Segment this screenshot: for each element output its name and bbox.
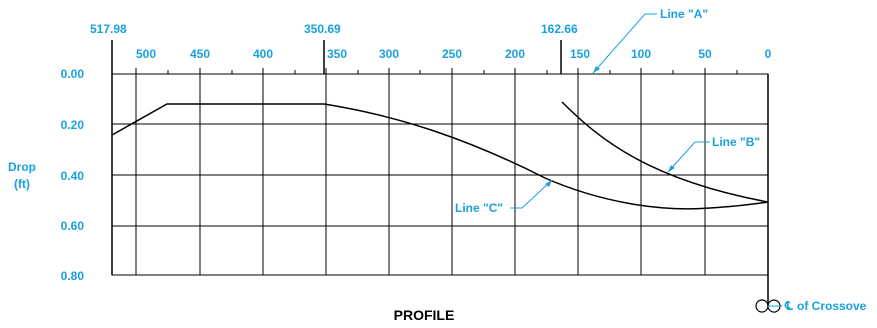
y-tick-label: 0.20 — [61, 118, 85, 132]
station-markers — [111, 40, 769, 306]
x-tick-label: 300 — [379, 47, 399, 61]
y-tick-label: 0.00 — [61, 67, 85, 81]
x-tick-label: 200 — [505, 47, 525, 61]
horizontal-grid — [112, 123, 768, 227]
line-a-arrowhead — [593, 66, 600, 73]
y-tick-label: 0.80 — [61, 269, 85, 283]
line-c-arrowhead — [545, 180, 552, 187]
centerline-symbol: ℄ — [784, 299, 793, 313]
y-axis-title: Drop — [8, 160, 36, 174]
x-tick-label: 100 — [631, 47, 651, 61]
line-b-arrowhead — [668, 165, 675, 172]
x-tick-label: 450 — [190, 47, 210, 61]
y-tick-label: 0.60 — [61, 219, 85, 233]
centerline-circle — [755, 299, 769, 313]
line-b-label: Line "B" — [712, 135, 760, 149]
vertical-grid — [135, 68, 706, 275]
y-axis-unit: (ft) — [14, 177, 30, 191]
station-label-162: 162.66 — [541, 22, 578, 36]
line-c-leader — [510, 179, 553, 209]
line-b-curve — [561, 101, 769, 203]
x-tick-label: 50 — [698, 47, 712, 61]
profile-caption: PROFILE — [394, 307, 455, 323]
x-tick-label: 500 — [136, 47, 156, 61]
station-label-350: 350.69 — [304, 22, 341, 36]
y-tick-labels: 0.00 0.20 0.40 0.60 0.80 — [61, 67, 85, 283]
x-tick-label: 400 — [253, 47, 273, 61]
x-tick-label: 350 — [327, 47, 347, 61]
x-tick-label: 0 — [765, 47, 772, 61]
line-a-leader — [592, 13, 657, 74]
line-c-curve — [111, 103, 769, 210]
line-a-label: Line "A" — [660, 7, 708, 21]
station-label-517: 517.98 — [90, 22, 127, 36]
y-tick-label: 0.40 — [61, 169, 85, 183]
centerline-label: of Crossove — [797, 299, 867, 313]
x-tick-label: 250 — [442, 47, 462, 61]
line-b-leader — [667, 141, 710, 173]
x-tick-label: 150 — [570, 47, 590, 61]
minor-ticks — [167, 70, 738, 74]
x-tick-labels: 500 450 400 350 300 250 200 150 100 50 0 — [136, 47, 772, 61]
line-c-label: Line "C" — [455, 201, 503, 215]
